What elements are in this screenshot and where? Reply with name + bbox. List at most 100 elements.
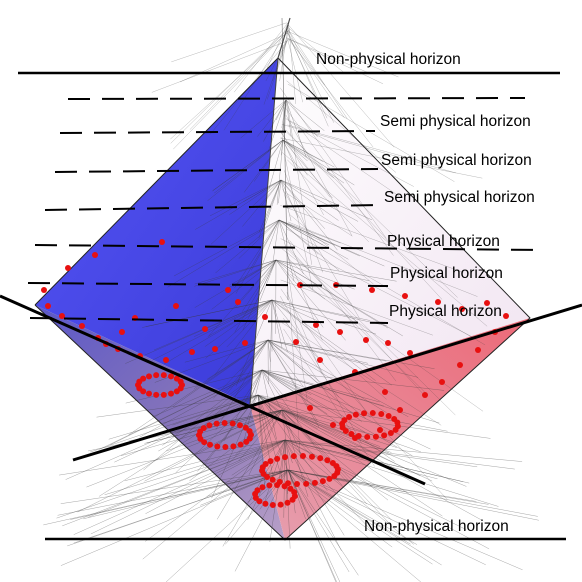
tree-branch [280,179,359,222]
tree-branch [278,219,295,282]
tree-branch [189,28,289,130]
tree-branch [282,139,355,186]
label-bottom-nonphysical: Non-physical horizon [364,518,509,535]
tree-branch [275,259,389,329]
tree-branch [267,339,419,378]
tree-branch [43,469,289,526]
tree-branch [285,129,443,300]
tree-branch [281,409,378,437]
tree-branch [287,221,478,297]
tree-branch [221,339,269,398]
tree-branch [284,156,314,290]
tree-branch [261,369,413,456]
red-node [206,422,213,429]
red-node [317,455,324,462]
tree-branch [281,409,397,448]
tree-branch [235,219,280,294]
tree-branch [267,339,367,419]
tree-branch [271,299,377,335]
red-node [397,407,403,413]
upper-right-white-face [250,58,530,405]
tree-branch [242,179,282,227]
tree-branch [257,394,343,486]
tree-branch [275,259,324,328]
tree-branch [278,179,282,204]
tree-branch [231,439,286,476]
tree-branch [254,139,284,182]
tree-branch [163,299,273,365]
red-node [378,411,385,418]
tree-branch [260,179,282,208]
tree-branch [271,299,283,348]
red-node [503,313,509,319]
tree-branch [287,469,350,573]
tree-branch [248,409,283,475]
tree-branch [280,238,475,339]
red-node [439,379,445,385]
tree-branch [263,28,291,105]
tree-branch [287,469,486,565]
tree-branch [214,299,273,376]
tree-branch [251,219,280,271]
red-node [355,432,362,439]
tree-branch [239,339,269,372]
label-physical-3: Physical horizon [389,303,502,320]
tree-branch [284,439,293,464]
tree-branch [257,394,295,427]
tree-branch [281,99,287,128]
tree-branch [267,339,363,423]
tree-branch [284,170,324,273]
red-node [281,483,288,490]
red-node [230,443,237,450]
tree-branch [241,259,277,312]
tree-branch [145,439,286,542]
red-node [361,410,368,417]
tree-branch [286,101,312,265]
tree-branch [278,219,385,267]
tree-branch [279,87,387,239]
tree-branch [227,409,283,466]
tree-branch [257,394,416,481]
tree-branch [279,130,308,176]
red-node [173,388,180,395]
tree-branch [200,469,289,506]
red-node [363,337,369,343]
tree-branch [267,339,320,428]
red-node [243,438,250,445]
tree-branch [286,37,374,148]
tree-branch [287,193,353,237]
tree-branch [281,409,381,447]
tree-branch [280,179,339,221]
tree-branch [278,219,340,271]
red-node [311,479,318,486]
tree-branch [278,219,330,246]
tree-branch [289,214,374,285]
tree-branch [282,139,345,184]
red-node [382,389,388,395]
tree-branch [125,369,263,404]
tree-branch [282,188,360,319]
octahedron-edges [34,57,531,541]
tree-branch [56,439,286,519]
semi-horizon-line-2 [59,130,376,134]
tree-branch [194,259,277,285]
tree-branch [286,37,384,84]
tree-branch [288,258,426,394]
red-node [168,373,174,380]
tree-branch [170,28,288,144]
tree-branch [90,439,286,535]
tree-branch [280,137,324,216]
red-node [222,443,229,450]
tree-branch [170,31,288,140]
tree-branch [275,259,326,300]
tree-branch [128,339,269,436]
tree-branch [271,299,321,323]
red-node [484,300,490,306]
tree-branch [216,409,283,520]
red-node [277,501,284,508]
tree-branch [286,29,329,127]
red-node [407,350,413,356]
red-node [377,427,383,433]
red-node [394,419,401,426]
red-node [262,461,269,468]
